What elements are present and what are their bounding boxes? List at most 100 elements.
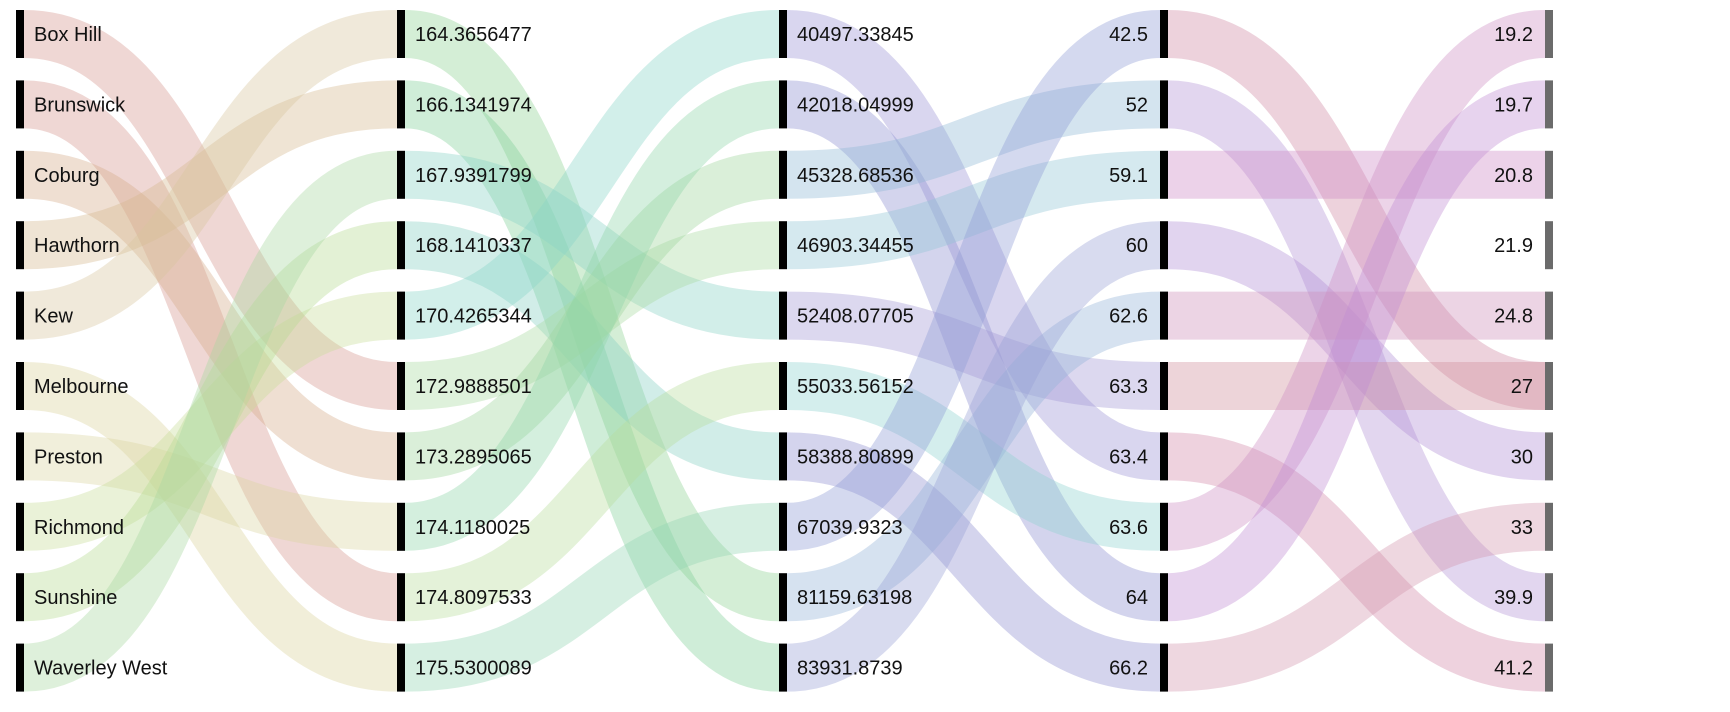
node-c2-1: 166.1341974 (397, 80, 532, 129)
node-suburb-7: Richmond (16, 502, 124, 551)
node-c3-8: 81159.63198 (779, 573, 912, 622)
node-c3-9: 83931.8739 (779, 643, 903, 692)
node-c2-9: 175.5300089 (397, 643, 532, 692)
node-label: 19.2 (1494, 24, 1533, 46)
link-suburb-7-to-c2-4 (23, 291, 398, 551)
node-c5-4: 24.8 (1494, 291, 1553, 340)
link-c2-8-to-c3-5 (404, 362, 780, 622)
link-c2-5-to-c3-3 (404, 221, 780, 410)
node-bar (779, 643, 787, 692)
node-label: 172.9888501 (415, 376, 532, 398)
link-c2-1-to-c3-9 (403, 80, 781, 692)
link-c3-6-to-c4-9 (786, 432, 1161, 692)
node-c2-5: 172.9888501 (397, 362, 532, 410)
link-c2-6-to-c3-2 (404, 150, 780, 481)
node-bar (1160, 502, 1168, 551)
node-c2-7: 174.1180025 (397, 502, 530, 551)
node-bar (779, 502, 787, 551)
node-c3-3: 46903.34455 (779, 221, 914, 270)
node-label: 33 (1511, 517, 1533, 539)
node-label: Kew (34, 306, 73, 328)
node-c3-1: 42018.04999 (779, 80, 914, 129)
node-c5-5: 27 (1511, 362, 1553, 410)
node-label: 20.8 (1494, 165, 1533, 187)
node-label: 67039.9323 (797, 517, 903, 539)
node-c3-0: 40497.33845 (779, 10, 914, 58)
node-label: 170.4265344 (415, 306, 532, 328)
node-label: 60 (1126, 235, 1148, 257)
node-suburb-2: Coburg (16, 150, 100, 199)
node-bar (1545, 502, 1553, 551)
node-suburb-9: Waverley West (16, 643, 168, 692)
node-label: 164.3656477 (415, 24, 532, 46)
node-bar (1545, 573, 1553, 622)
node-label: 27 (1511, 376, 1533, 398)
node-bar (397, 643, 405, 692)
node-bar (397, 432, 405, 481)
node-bar (1545, 10, 1553, 58)
link-c4-6-to-c5-9 (1167, 432, 1546, 692)
node-bar (397, 502, 405, 551)
node-c5-8: 39.9 (1494, 573, 1553, 622)
link-c3-0-to-c4-6 (785, 10, 1162, 481)
node-label: 66.2 (1109, 658, 1148, 680)
node-bar (779, 362, 787, 410)
node-label: Box Hill (34, 24, 102, 46)
node-label: Brunswick (34, 94, 126, 116)
link-c2-7-to-c3-1 (403, 80, 781, 551)
node-suburb-0: Box Hill (16, 10, 102, 58)
node-c4-1: 52 (1126, 80, 1168, 129)
node-bar (1545, 80, 1553, 129)
node-label: 174.1180025 (415, 517, 530, 539)
node-bar (1160, 10, 1168, 58)
node-label: 46903.34455 (797, 235, 914, 257)
link-c4-9-to-c5-7 (1167, 502, 1546, 692)
node-label: 174.8097533 (415, 587, 532, 609)
node-bar (397, 573, 405, 622)
node-bar (397, 362, 405, 410)
node-bar (1545, 221, 1553, 270)
node-suburb-6: Preston (16, 432, 103, 481)
node-c4-7: 63.6 (1109, 502, 1168, 551)
node-label: Coburg (34, 165, 100, 187)
node-bar (1545, 643, 1553, 692)
link-c3-5-to-c4-7 (786, 362, 1161, 551)
node-bar (1160, 362, 1168, 410)
node-label: 40497.33845 (797, 24, 914, 46)
node-bar (1545, 362, 1553, 410)
link-c4-7-to-c5-0 (1166, 10, 1547, 551)
nodes-layer: Box Hill Brunswick Coburg Hawthorn Kew Melbou… (16, 10, 1553, 692)
link-suburb-5-to-c2-9 (23, 362, 398, 692)
node-bar (779, 291, 787, 340)
node-suburb-8: Sunshine (16, 573, 117, 622)
node-c2-8: 174.8097533 (397, 573, 532, 622)
link-c2-3-to-c3-6 (404, 221, 780, 481)
node-bar (16, 291, 24, 340)
node-label: 52 (1126, 94, 1148, 116)
node-bar (16, 362, 24, 410)
node-bar (779, 432, 787, 481)
link-suburb-4-to-c2-0 (23, 10, 398, 340)
node-c4-3: 60 (1126, 221, 1168, 270)
node-label: Richmond (34, 517, 124, 539)
node-bar (1545, 432, 1553, 481)
node-bar (16, 643, 24, 692)
node-label: 58388.80899 (797, 446, 914, 468)
node-label: 63.4 (1109, 446, 1148, 468)
node-label: 175.5300089 (415, 658, 532, 680)
node-c2-4: 170.4265344 (397, 291, 532, 340)
node-bar (397, 80, 405, 129)
node-label: 168.1410337 (415, 235, 532, 257)
node-label: 55033.56152 (797, 376, 914, 398)
node-bar (16, 10, 24, 58)
node-bar (779, 573, 787, 622)
link-suburb-3-to-c2-1 (23, 80, 398, 270)
node-label: 41.2 (1494, 658, 1533, 680)
node-bar (779, 150, 787, 199)
link-c3-7-to-c4-0 (785, 10, 1162, 551)
node-c4-0: 42.5 (1109, 10, 1168, 58)
node-c4-6: 63.4 (1109, 432, 1168, 481)
node-c3-2: 45328.68536 (779, 150, 914, 199)
link-c2-4-to-c3-0 (404, 10, 780, 340)
node-label: 42.5 (1109, 24, 1148, 46)
